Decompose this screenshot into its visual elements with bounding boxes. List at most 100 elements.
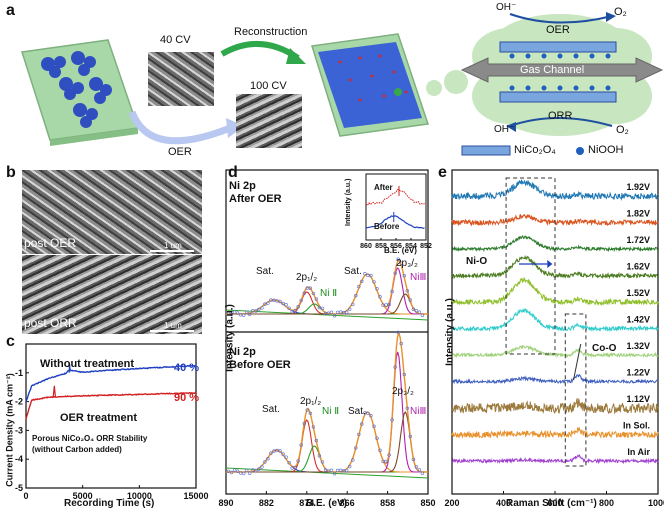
sem-post-oer-image — [22, 170, 202, 254]
reconstruction-label: Reconstruction — [234, 26, 308, 38]
xps-data-point — [363, 271, 367, 276]
xps-data-point — [402, 372, 407, 377]
xps-data-point — [314, 297, 319, 301]
inset-after-label: After — [374, 183, 393, 192]
xps-data-point — [302, 421, 307, 426]
xps-data-point — [363, 411, 367, 415]
chart-c-spike-blue — [68, 364, 71, 373]
scale-bar-bottom — [150, 330, 194, 332]
sem-40cv-image — [148, 52, 214, 106]
raman-series-label: 1.82V — [626, 209, 650, 219]
xps-data-point — [399, 341, 403, 346]
inset-before-label: Before — [374, 222, 400, 231]
xps-data-point — [232, 310, 237, 314]
xps-data-point — [308, 411, 313, 416]
co-o-region-box — [564, 313, 587, 467]
o2-top-label: O₂ — [614, 6, 627, 18]
xps-component-peak — [226, 411, 428, 473]
post-oer-label: post OER — [24, 236, 77, 250]
xps-data-point — [384, 459, 388, 464]
raman-xlabel: Raman Shift (cm⁻¹) — [506, 498, 597, 509]
xps-data-point — [329, 468, 334, 472]
xps-data-point — [345, 310, 349, 315]
before-2p12: 2p₁/₂ — [300, 396, 322, 407]
xps-data-point — [329, 310, 334, 315]
note-line-2: (without Carbon added) — [32, 445, 122, 454]
xps-data-point — [317, 454, 322, 458]
electrode-slab-left-edge — [50, 128, 138, 146]
xps-data-point — [399, 261, 403, 265]
xps-xlabel: B.E. (eV) — [306, 498, 348, 509]
pct-90: 90 % — [174, 392, 200, 404]
panel-a-schematic — [21, 12, 664, 156]
raman-xtick-label: 600 — [547, 498, 562, 508]
before-ni3: NiⅢ — [410, 406, 427, 417]
xps-data-point — [357, 284, 361, 289]
xps-data-point — [311, 425, 316, 429]
xps-data-point — [375, 287, 379, 291]
xps-data-point — [405, 406, 410, 411]
xps-data-point — [411, 307, 416, 311]
raman-xtick-label: 200 — [444, 498, 459, 508]
before-oer-title: Before OER — [229, 359, 291, 371]
raman-series-line — [451, 213, 659, 227]
scale-bottom-label: 1 um — [164, 321, 182, 330]
xps-data-point — [414, 465, 419, 469]
raman-series-label: 1.92V — [626, 182, 650, 192]
xps-xtick-label: 890 — [218, 498, 233, 508]
xps-data-point — [360, 422, 364, 426]
xps-data-point — [387, 302, 391, 307]
inset-before-curve — [366, 215, 425, 229]
before-sat-2: Sat. — [348, 406, 366, 417]
xps-data-point — [238, 313, 243, 317]
xps-background — [225, 309, 429, 321]
xps-data-point — [320, 460, 325, 464]
xps-data-point — [420, 313, 425, 317]
xps-data-point — [338, 310, 343, 314]
xps-data-point — [402, 273, 407, 278]
legend-nico2o4-label: NiCo₂O₄ — [514, 144, 556, 156]
chart-c-ytick-label: -2 — [15, 397, 23, 407]
xps-data-point — [378, 295, 382, 299]
raman-xtick-label: 1000 — [648, 498, 664, 508]
xps-data-point — [290, 310, 294, 314]
xps-background — [225, 467, 429, 479]
xps-data-point — [372, 280, 376, 284]
panel-b-label: b — [6, 164, 16, 181]
xps-data-point — [384, 303, 388, 307]
raman-series-label: 1.52V — [626, 288, 650, 298]
co-o-pointer — [573, 343, 582, 381]
xps-data-point — [369, 414, 373, 418]
scale-bar-top — [150, 250, 194, 252]
xps-data-point — [242, 313, 246, 318]
xps-data-point — [317, 305, 322, 310]
xps-data-point — [229, 312, 234, 317]
nanoflower-clusters — [41, 51, 112, 128]
xps-data-point — [293, 308, 297, 313]
xps-data-point — [293, 465, 297, 470]
xps-data-point — [254, 468, 258, 473]
raman-series-label: In Air — [627, 447, 650, 457]
xps-data-point — [235, 311, 240, 315]
after-sat-1: Sat. — [256, 266, 274, 277]
panel-d-label: d — [228, 164, 238, 181]
chart-c-xtick-label: 15000 — [183, 491, 208, 501]
xps-data-point — [299, 443, 303, 447]
xps-data-point — [369, 273, 373, 278]
gas-channel-arrow — [460, 57, 664, 83]
inset-after-curve — [365, 188, 425, 207]
raman-series-label: 1.62V — [626, 262, 650, 272]
xps-data-point — [311, 291, 316, 296]
post-orr-label: post ORR — [24, 316, 77, 330]
xps-data-point — [305, 408, 310, 412]
chart-c-ylabel: Current Density (mA cm⁻²) — [4, 373, 15, 487]
raman-series-line — [451, 398, 659, 415]
raman-series-label: 1.72V — [626, 235, 650, 245]
legend-without: Without treatment — [40, 358, 135, 370]
inset-ylabel: Intensity (a.u.) — [345, 178, 352, 226]
surface-red-dots — [338, 54, 408, 102]
chart-c-series-line — [25, 391, 197, 420]
xps-data-point — [405, 289, 410, 293]
chart-c-ytick-label: -5 — [15, 483, 23, 493]
